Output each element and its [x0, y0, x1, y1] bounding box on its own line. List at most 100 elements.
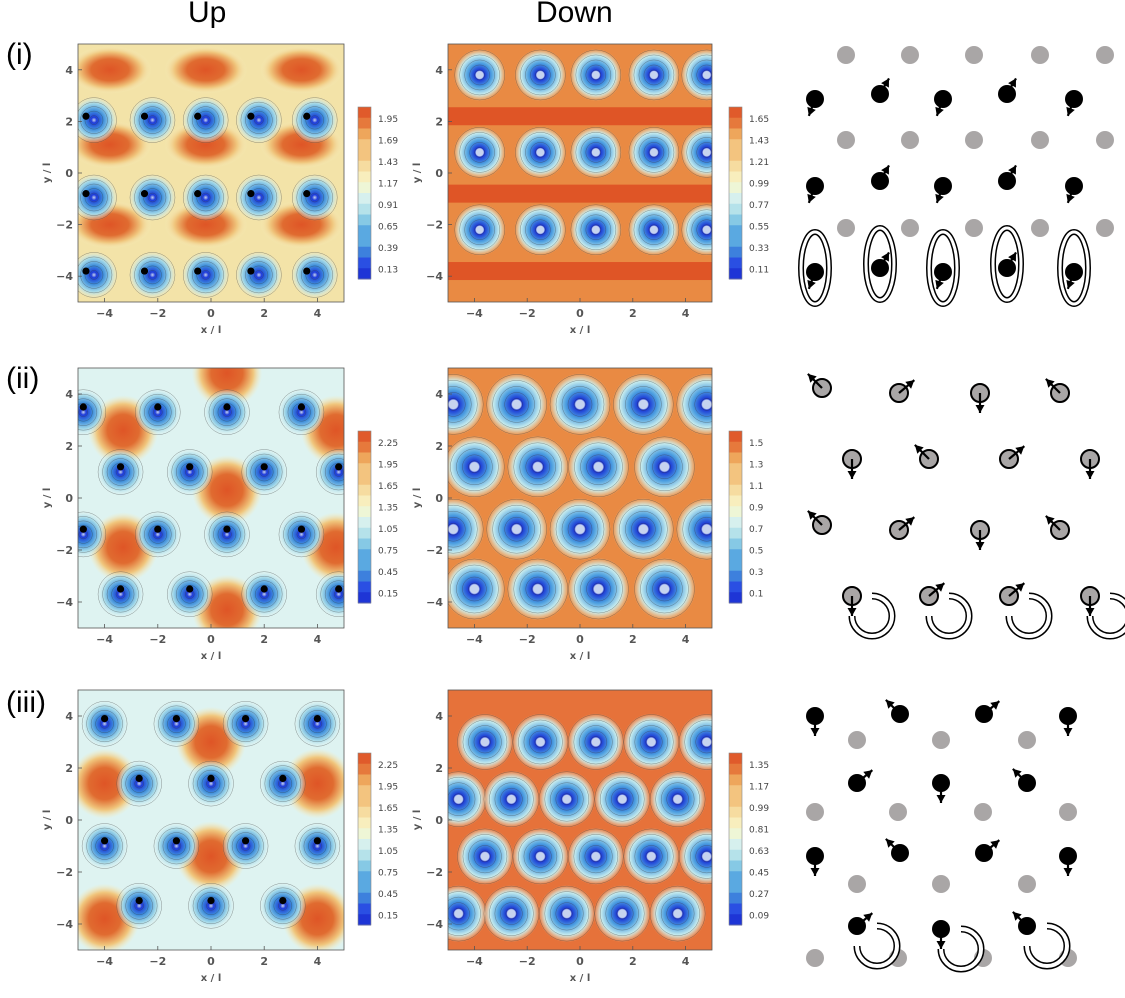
contour-line [89, 115, 99, 125]
colorbar-swatch [358, 203, 371, 215]
spin-site [1065, 177, 1083, 204]
contour-line [531, 460, 545, 474]
contour-line [520, 209, 561, 251]
contour-line [473, 730, 497, 754]
arrow-head [935, 583, 945, 592]
arrow-head [1085, 608, 1095, 616]
colorbar-swatch [358, 763, 371, 775]
spin-site [806, 263, 824, 290]
colorbar-label: 0.15 [378, 911, 398, 921]
contour-line [459, 132, 500, 173]
contour-line [686, 209, 712, 251]
contour-line [584, 845, 608, 868]
x-tick-label: 0 [576, 307, 584, 320]
contour-line [486, 498, 547, 560]
arrow-head [1066, 193, 1075, 203]
contour-line [628, 127, 680, 178]
spin-site [999, 445, 1026, 469]
site-dot [335, 585, 343, 593]
colorbar-label: 0.55 [749, 222, 769, 232]
potential-minimum [569, 126, 622, 179]
potential-minimum [115, 760, 163, 807]
y-tick-label: 2 [65, 115, 73, 128]
site-dot [82, 190, 90, 198]
contour-line [269, 892, 297, 920]
colorbar-frame [728, 430, 743, 604]
spin-site [998, 251, 1017, 277]
arrow-head [990, 840, 1000, 849]
contour-line [599, 776, 645, 822]
contour-line [134, 256, 171, 294]
contour-line [534, 850, 547, 863]
contour-line [473, 845, 497, 868]
contour-line [208, 393, 246, 431]
contour-line [147, 192, 158, 203]
potential-minimum [482, 885, 540, 943]
potential-minimum [456, 827, 514, 886]
colorbar-label: 1.3 [749, 460, 763, 470]
site-dot [172, 837, 181, 845]
colorbar-label: 1.35 [749, 761, 769, 771]
site-dot [207, 774, 215, 783]
contour-line [201, 774, 221, 793]
contour-line [580, 448, 617, 486]
contour-line [129, 774, 149, 793]
potential-minimum [81, 700, 128, 748]
heatmap-panel: −4 −4 −2 −2 0 0 2 2 4 4 x / l y / l 1.5 1.3 1.1 0.9 0.7 0… [412, 367, 764, 662]
contour-line [175, 458, 204, 486]
x-tick-label: 4 [682, 307, 690, 320]
potential-minimum [278, 511, 325, 558]
contour-line [561, 907, 573, 920]
colorbar-label: 2.25 [378, 439, 398, 449]
y-tick-label: −2 [56, 866, 73, 879]
contour-line [700, 398, 712, 411]
spin-site [889, 516, 916, 540]
arrow-head [807, 106, 816, 116]
arrow-head [807, 373, 817, 383]
contour-line [691, 59, 712, 91]
arrow-head [975, 542, 985, 550]
potential-maximum [164, 200, 248, 249]
colorbar-swatch [358, 495, 371, 507]
colorbar-swatch [358, 236, 371, 248]
heatmap-panel: −4 −4 −2 −2 0 0 2 2 4 4 x / l y / l 1.95 1.69 1.43 1.17… [42, 43, 398, 336]
contour-line [586, 454, 611, 480]
colorbar-swatch [729, 785, 742, 797]
colorbar-swatch [358, 806, 371, 818]
site-dot [241, 715, 250, 723]
colorbar-label: 1.5 [749, 439, 763, 449]
contour-line [309, 115, 320, 125]
site-dot [260, 463, 268, 471]
contour-line [573, 834, 619, 879]
contour-line [291, 174, 338, 221]
y-tick-label: 0 [65, 814, 73, 827]
contour-line [549, 374, 611, 435]
contour-line [111, 584, 130, 604]
colorbar: 1.5 1.3 1.1 0.9 0.7 0.5 0.3 0.1 [728, 430, 764, 604]
contour-line [450, 442, 499, 492]
potential-minimum [633, 435, 696, 498]
contour-line [462, 719, 508, 765]
y-tick-label: 0 [435, 492, 443, 505]
empty-site [837, 131, 855, 149]
colorbar-label: 2.25 [378, 761, 398, 771]
contour-line [580, 570, 617, 608]
contour-line [629, 719, 674, 765]
contour-line [468, 582, 481, 596]
potential-minimum [187, 760, 235, 807]
contour-line [299, 705, 336, 743]
contour-line [448, 891, 481, 936]
arrow-head [990, 701, 1000, 710]
contour-line [464, 214, 495, 246]
contour-line [249, 188, 269, 207]
contour-line [529, 730, 552, 754]
contour-line [700, 850, 712, 863]
colorbar-swatch [358, 774, 371, 786]
contour-line [294, 823, 341, 869]
contour-line [568, 436, 629, 498]
contour-line [464, 137, 495, 168]
spin-site [806, 90, 824, 117]
empty-site [837, 46, 855, 64]
contour-line [671, 793, 684, 805]
arrow-head [1066, 106, 1075, 116]
